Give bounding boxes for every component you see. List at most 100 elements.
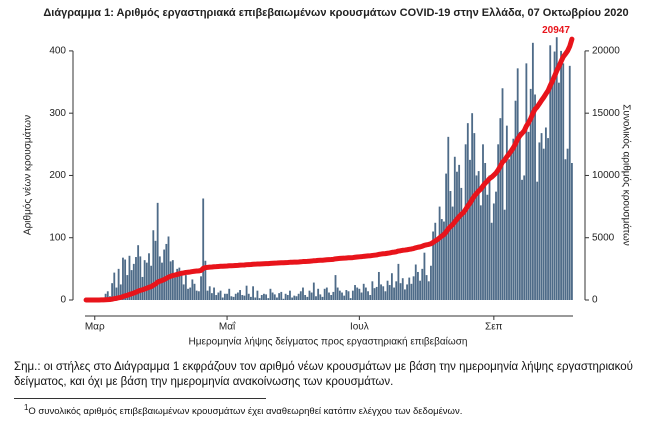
- bar: [273, 294, 276, 300]
- bar: [299, 291, 302, 300]
- bar: [505, 125, 508, 301]
- bar: [169, 261, 172, 300]
- bar: [460, 187, 463, 300]
- bar: [276, 297, 278, 300]
- bar: [189, 287, 192, 300]
- footnote-marker: 1: [24, 403, 29, 412]
- bar: [254, 297, 257, 300]
- bar: [126, 275, 129, 300]
- bar: [377, 271, 380, 300]
- bar: [221, 297, 224, 300]
- bar: [115, 287, 118, 300]
- bar: [122, 257, 124, 300]
- bar: [549, 45, 552, 300]
- bar: [523, 175, 526, 300]
- bar: [113, 272, 116, 300]
- bar: [555, 37, 558, 300]
- bar: [536, 181, 539, 300]
- bar: [475, 175, 478, 300]
- y2-tick-label: 10000: [592, 170, 620, 181]
- bar: [345, 290, 348, 300]
- bar: [486, 194, 489, 300]
- bar: [471, 113, 474, 300]
- bar: [534, 94, 536, 300]
- bar: [362, 283, 365, 300]
- y2-axis-label: Συνολικός αριθμός κρουσμάτων: [620, 104, 632, 246]
- bar: [477, 171, 480, 300]
- bar: [137, 245, 140, 300]
- bar: [531, 42, 534, 301]
- bar: [434, 222, 437, 300]
- bar: [356, 287, 359, 300]
- bar: [258, 298, 261, 300]
- bar: [449, 191, 452, 300]
- bar: [176, 268, 179, 300]
- bar: [135, 257, 137, 300]
- bar: [566, 148, 569, 300]
- bar: [117, 268, 120, 300]
- bar: [325, 287, 328, 300]
- bar: [553, 51, 556, 301]
- y2-tick-label: 0: [592, 295, 598, 306]
- bar: [111, 283, 114, 300]
- bar: [473, 133, 476, 300]
- bar: [219, 290, 222, 300]
- bar: [338, 290, 341, 300]
- bar: [482, 144, 484, 300]
- bar: [197, 291, 200, 300]
- bar: [165, 243, 168, 300]
- x-axis-label: Ημερομηνία λήψης δείγματος προς εργαστηρ…: [189, 336, 468, 348]
- bar: [388, 285, 391, 300]
- bar: [293, 295, 296, 300]
- bar: [289, 290, 291, 300]
- bar: [436, 238, 439, 300]
- bar: [462, 212, 465, 300]
- bar: [547, 138, 549, 300]
- bar: [156, 202, 159, 300]
- bar: [321, 296, 324, 300]
- bar: [206, 290, 209, 300]
- bar: [191, 279, 194, 300]
- bar: [260, 295, 263, 300]
- bar: [182, 284, 185, 300]
- bar: [284, 293, 287, 300]
- bar: [371, 281, 374, 300]
- bar: [239, 290, 241, 300]
- y-axis-label: Αριθμός νέων κρουσμάτων: [22, 115, 34, 235]
- bar: [187, 288, 189, 300]
- bar: [484, 163, 487, 300]
- bar: [319, 294, 322, 300]
- bar: [349, 298, 352, 300]
- bar: [510, 150, 513, 300]
- bar: [241, 295, 244, 300]
- bar: [469, 159, 471, 300]
- bar: [332, 291, 335, 300]
- bar: [501, 88, 504, 300]
- bar: [464, 144, 467, 300]
- bar: [193, 283, 196, 300]
- bar: [228, 288, 231, 300]
- bar: [453, 156, 456, 300]
- bar: [447, 136, 450, 300]
- bar: [382, 286, 385, 300]
- bar: [236, 292, 239, 300]
- bar: [516, 68, 519, 300]
- bar: [443, 221, 445, 300]
- x-tick-label: Μαρ: [85, 322, 105, 333]
- bar: [286, 295, 289, 300]
- bar: [223, 293, 226, 300]
- bar: [423, 252, 426, 300]
- bar: [334, 275, 337, 300]
- cumulative-line: [83, 36, 575, 303]
- bar: [538, 142, 541, 300]
- bar: [414, 264, 417, 300]
- bar: [278, 293, 281, 300]
- bar: [252, 286, 254, 300]
- bar: [347, 291, 350, 300]
- y2-tick-label: 15000: [592, 108, 620, 119]
- bar: [124, 259, 127, 300]
- bar: [195, 290, 198, 300]
- bar: [154, 240, 157, 300]
- bar: [380, 284, 382, 300]
